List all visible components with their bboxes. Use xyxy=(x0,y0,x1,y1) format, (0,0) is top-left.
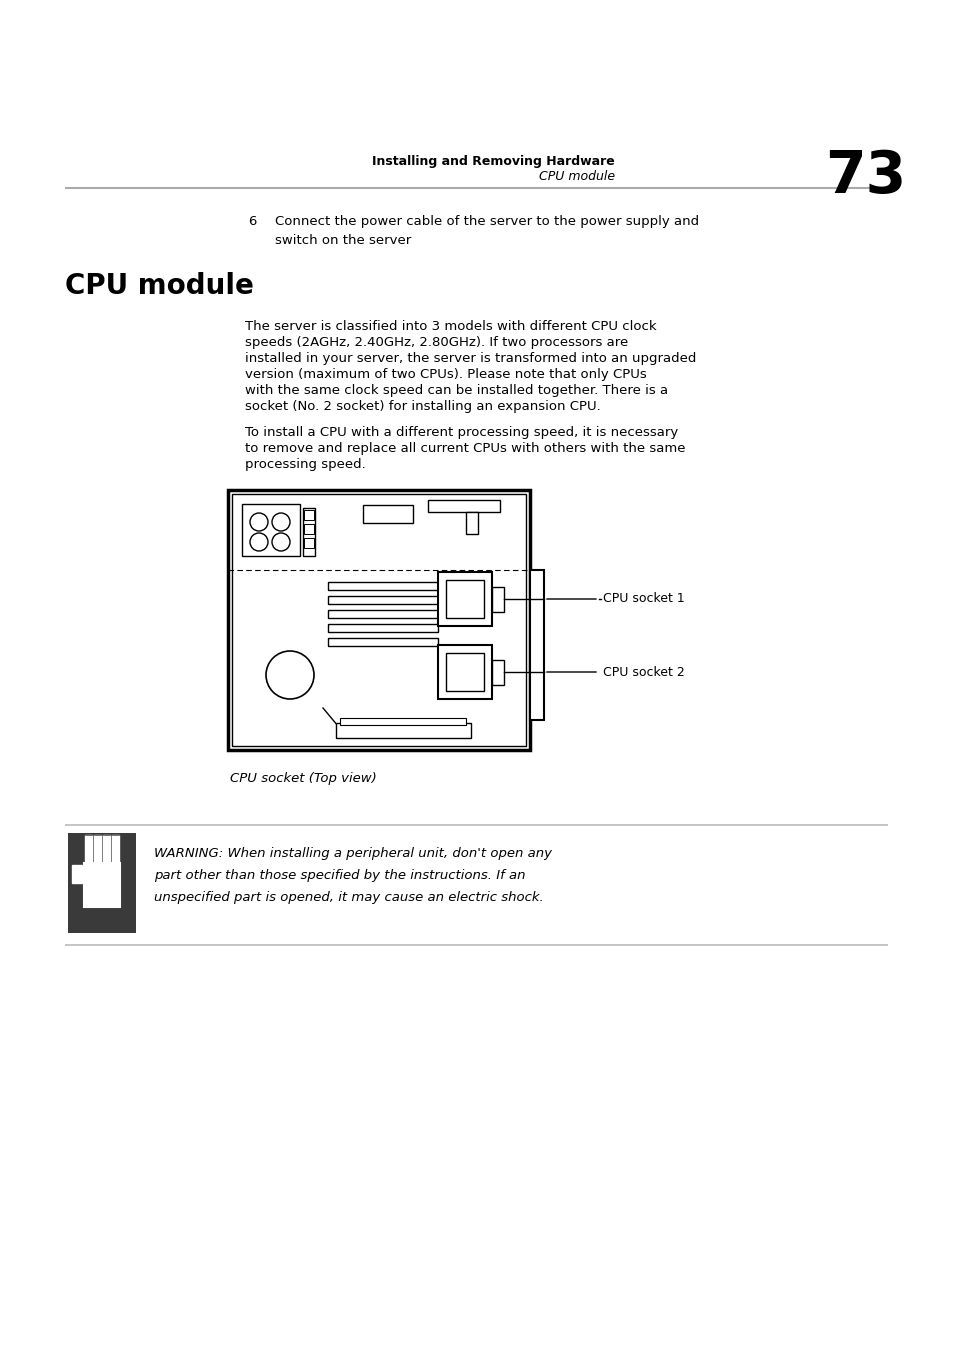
Bar xyxy=(328,596,437,604)
Bar xyxy=(71,865,82,884)
Bar xyxy=(84,863,120,907)
Text: WARNING: When installing a peripheral unit, don't open any: WARNING: When installing a peripheral un… xyxy=(153,847,552,861)
Text: CPU module: CPU module xyxy=(538,170,615,182)
Bar xyxy=(304,524,314,534)
Circle shape xyxy=(272,513,290,531)
Bar xyxy=(112,835,119,863)
Text: version (maximum of two CPUs). Please note that only CPUs: version (maximum of two CPUs). Please no… xyxy=(245,367,646,381)
Text: CPU socket (Top view): CPU socket (Top view) xyxy=(230,771,376,785)
Bar xyxy=(328,638,437,646)
Text: installed in your server, the server is transformed into an upgraded: installed in your server, the server is … xyxy=(245,353,696,365)
Bar xyxy=(446,580,483,617)
Bar xyxy=(363,505,413,523)
Text: unspecified part is opened, it may cause an electric shock.: unspecified part is opened, it may cause… xyxy=(153,892,543,904)
Text: Connect the power cable of the server to the power supply and
switch on the serv: Connect the power cable of the server to… xyxy=(274,215,699,246)
Bar xyxy=(242,504,299,557)
Bar xyxy=(85,835,91,863)
Bar xyxy=(465,512,477,534)
Text: 6: 6 xyxy=(248,215,256,228)
Bar xyxy=(103,835,110,863)
Text: with the same clock speed can be installed together. There is a: with the same clock speed can be install… xyxy=(245,384,667,397)
Bar xyxy=(335,723,471,738)
Text: CPU module: CPU module xyxy=(65,272,253,300)
Bar xyxy=(303,508,314,557)
Circle shape xyxy=(250,534,268,551)
Text: 73: 73 xyxy=(824,149,905,205)
Text: To install a CPU with a different processing speed, it is necessary: To install a CPU with a different proces… xyxy=(245,426,678,439)
Text: socket (No. 2 socket) for installing an expansion CPU.: socket (No. 2 socket) for installing an … xyxy=(245,400,600,413)
Text: processing speed.: processing speed. xyxy=(245,458,365,471)
Bar xyxy=(492,661,503,685)
Text: CPU socket 2: CPU socket 2 xyxy=(602,666,684,678)
Bar xyxy=(232,494,525,746)
Circle shape xyxy=(266,651,314,698)
Bar xyxy=(94,835,101,863)
Bar xyxy=(530,570,543,720)
Bar xyxy=(492,586,503,612)
Text: speeds (2AGHz, 2.40GHz, 2.80GHz). If two processors are: speeds (2AGHz, 2.40GHz, 2.80GHz). If two… xyxy=(245,336,628,349)
Circle shape xyxy=(250,513,268,531)
Text: to remove and replace all current CPUs with others with the same: to remove and replace all current CPUs w… xyxy=(245,442,685,455)
Bar xyxy=(304,538,314,549)
Bar xyxy=(428,500,499,512)
Text: CPU socket 1: CPU socket 1 xyxy=(602,593,684,605)
Text: The server is classified into 3 models with different CPU clock: The server is classified into 3 models w… xyxy=(245,320,656,332)
Bar xyxy=(446,653,483,690)
Bar xyxy=(228,490,530,750)
Bar xyxy=(328,611,437,617)
Text: part other than those specified by the instructions. If an: part other than those specified by the i… xyxy=(153,869,525,882)
Circle shape xyxy=(272,534,290,551)
Bar xyxy=(437,571,492,626)
Bar xyxy=(328,582,437,590)
Text: Installing and Removing Hardware: Installing and Removing Hardware xyxy=(372,155,615,168)
Bar xyxy=(304,509,314,520)
Bar xyxy=(437,644,492,698)
Bar xyxy=(68,834,136,934)
Bar xyxy=(339,717,465,725)
Bar xyxy=(328,624,437,632)
